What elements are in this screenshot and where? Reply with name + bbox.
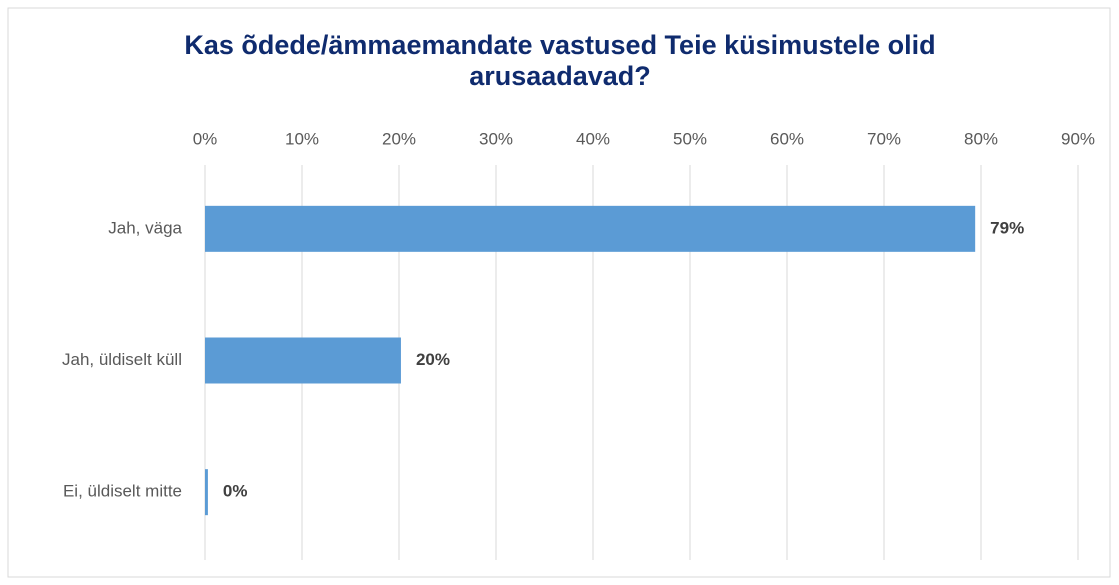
data-label: 79% (990, 218, 1024, 237)
y-tick-label: Jah, üldiselt küll (62, 350, 182, 369)
x-tick-label: 0% (193, 129, 218, 148)
x-tick-label: 90% (1061, 129, 1095, 148)
bar (205, 205, 976, 252)
chart-title: Kas õdede/ämmaemandate vastused Teie küs… (184, 30, 936, 91)
x-tick-label: 80% (964, 129, 998, 148)
chart-border (7, 7, 1111, 578)
x-tick-label: 10% (285, 129, 319, 148)
bar (205, 469, 208, 516)
x-tick-label: 20% (382, 129, 416, 148)
x-tick-label: 60% (770, 129, 804, 148)
x-tick-label: 30% (479, 129, 513, 148)
y-tick-label: Ei, üldiselt mitte (63, 482, 182, 501)
data-label: 20% (416, 350, 450, 369)
x-tick-label: 70% (867, 129, 901, 148)
data-label: 0% (223, 482, 248, 501)
x-tick-label: 50% (673, 129, 707, 148)
bar (205, 337, 401, 384)
x-tick-label: 40% (576, 129, 610, 148)
y-tick-label: Jah, väga (108, 218, 182, 237)
